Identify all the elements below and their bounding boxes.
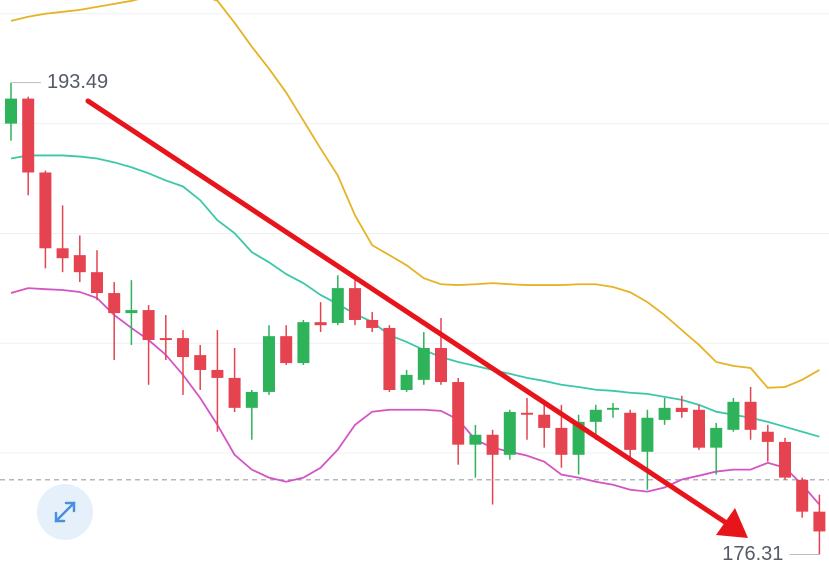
trend-arrow-head	[716, 508, 748, 538]
candle-body	[142, 310, 155, 341]
band-line	[10, 287, 821, 506]
candle-body	[22, 98, 35, 173]
candle-body	[5, 98, 17, 124]
candles	[5, 82, 826, 555]
candle-body	[710, 427, 723, 448]
band-line	[10, 0, 820, 389]
candle-body	[675, 407, 688, 412]
candle-body	[297, 322, 310, 364]
candle-body	[366, 319, 379, 328]
candle-body	[503, 411, 516, 455]
candle-body	[280, 336, 293, 364]
candle-body	[159, 338, 172, 341]
candle-body	[314, 322, 327, 326]
trend-arrow	[85, 98, 748, 538]
candle-body	[400, 374, 413, 390]
candle-body	[779, 441, 791, 478]
candle-body	[486, 434, 499, 455]
candle-body	[469, 434, 482, 445]
candle-body	[521, 412, 533, 415]
low-label: 176.31	[722, 543, 783, 565]
candle-body	[177, 338, 189, 358]
trend-arrow-line	[85, 98, 731, 527]
labels: 193.49 176.31	[11, 71, 820, 565]
band-line	[10, 154, 820, 438]
candle-body	[761, 431, 774, 442]
candle-body	[693, 409, 705, 448]
candle-body	[813, 511, 826, 532]
candle-body	[383, 327, 396, 390]
candle-body	[263, 336, 275, 392]
candle-body	[349, 288, 361, 320]
candle-body	[624, 412, 637, 450]
candle-body	[555, 427, 568, 455]
expand-icon[interactable]	[54, 501, 76, 523]
candle-body	[796, 479, 809, 512]
candle-body	[108, 293, 121, 314]
candle-body	[228, 377, 241, 408]
candle-body	[417, 347, 430, 380]
candle-body	[452, 382, 465, 445]
candle-body	[73, 255, 86, 273]
candle-body	[91, 272, 103, 294]
candle-body	[589, 409, 602, 422]
candle-body	[245, 391, 258, 408]
candle-body	[56, 248, 69, 259]
candle-body	[435, 347, 447, 383]
candle-body	[331, 288, 344, 323]
expand-button[interactable]	[37, 484, 93, 540]
grid	[0, 13, 829, 481]
candle-body	[211, 369, 224, 378]
candle-body	[538, 414, 551, 428]
candle-body	[194, 355, 207, 370]
high-label: 193.49	[47, 71, 108, 93]
candle-body	[727, 401, 740, 430]
candle-body	[125, 310, 138, 314]
candle-body	[641, 417, 654, 452]
candle-body	[744, 401, 757, 430]
candle-body	[39, 172, 52, 249]
candle-body	[607, 407, 619, 410]
candle-body	[658, 407, 671, 420]
